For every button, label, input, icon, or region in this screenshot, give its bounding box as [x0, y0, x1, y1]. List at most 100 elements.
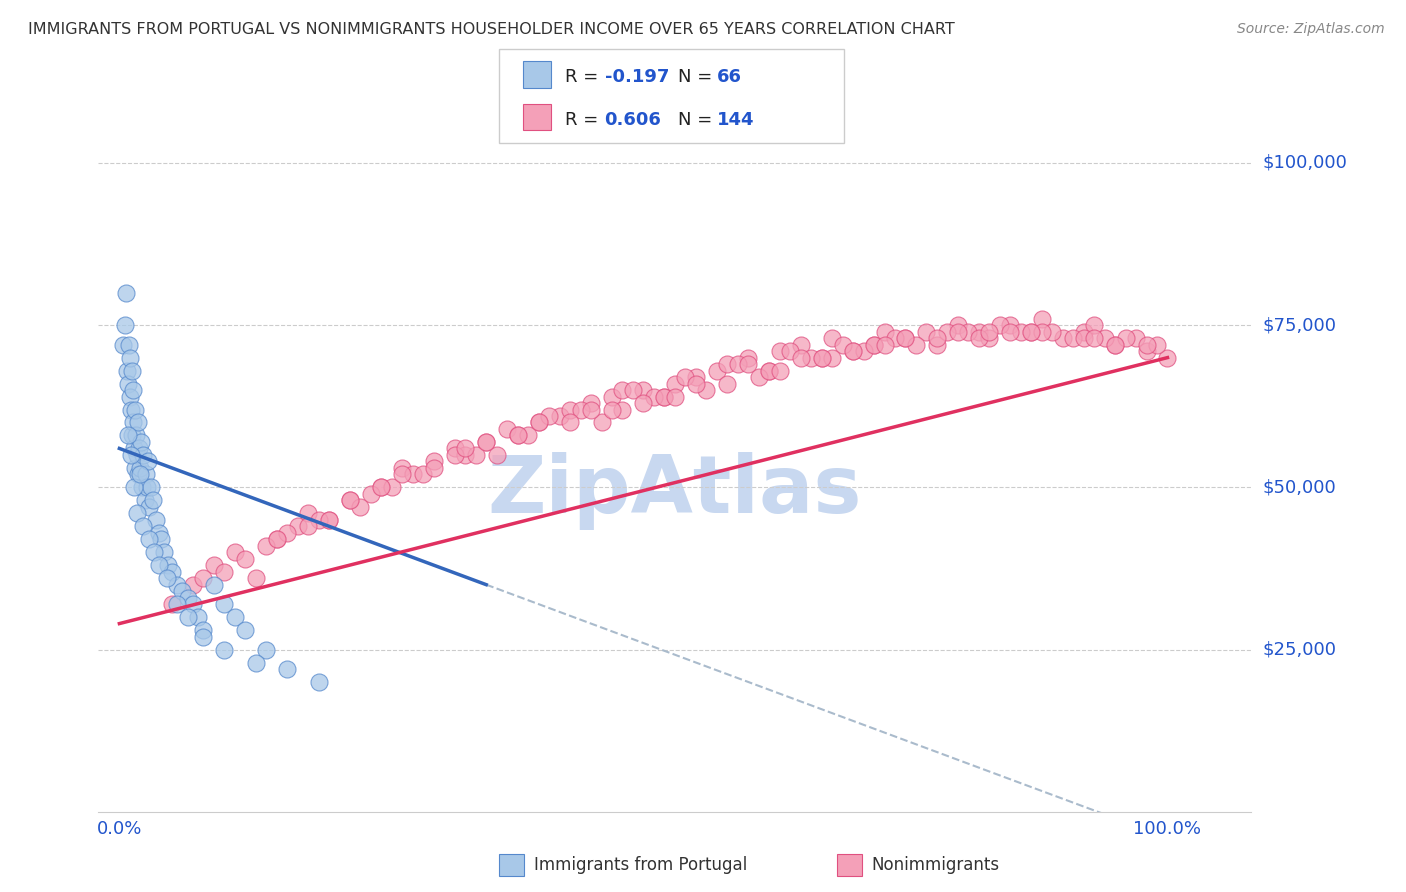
Point: [1083, 331, 1105, 345]
Point: [464, 448, 486, 462]
Point: [160, 597, 183, 611]
Point: [131, 434, 153, 449]
Point: [134, 493, 156, 508]
Point: [527, 416, 550, 430]
Point: [181, 577, 204, 591]
Point: [166, 597, 188, 611]
Point: [591, 416, 613, 430]
Point: [1135, 337, 1157, 351]
Point: [527, 416, 550, 430]
Point: [318, 513, 340, 527]
Point: [118, 351, 141, 365]
Point: [127, 448, 149, 462]
Point: [121, 428, 143, 442]
Point: [224, 610, 246, 624]
Point: [506, 428, 529, 442]
Point: [153, 545, 176, 559]
Point: [114, 318, 136, 333]
Point: [569, 402, 592, 417]
Text: 144: 144: [717, 111, 755, 128]
Point: [111, 337, 134, 351]
Point: [276, 525, 298, 540]
Point: [1104, 337, 1126, 351]
Point: [160, 565, 183, 579]
Point: [166, 577, 188, 591]
Point: [135, 480, 157, 494]
Point: [706, 363, 728, 377]
Point: [758, 363, 780, 377]
Point: [1000, 318, 1022, 333]
Text: N =: N =: [678, 69, 717, 87]
Point: [873, 337, 896, 351]
Point: [1104, 337, 1126, 351]
Point: [769, 344, 792, 359]
Point: [1031, 311, 1053, 326]
Point: [925, 337, 948, 351]
Point: [254, 642, 277, 657]
Point: [266, 533, 288, 547]
Point: [245, 656, 267, 670]
Point: [114, 285, 136, 300]
Point: [308, 513, 330, 527]
Point: [517, 428, 540, 442]
Text: Immigrants from Portugal: Immigrants from Portugal: [534, 856, 748, 874]
Point: [673, 370, 696, 384]
Point: [443, 448, 465, 462]
Point: [821, 331, 844, 345]
Point: [412, 467, 434, 482]
Point: [779, 344, 801, 359]
Point: [233, 551, 256, 566]
Point: [138, 533, 160, 547]
Point: [127, 467, 149, 482]
Point: [1040, 325, 1063, 339]
Text: IMMIGRANTS FROM PORTUGAL VS NONIMMIGRANTS HOUSEHOLDER INCOME OVER 65 YEARS CORRE: IMMIGRANTS FROM PORTUGAL VS NONIMMIGRANT…: [28, 22, 955, 37]
Point: [967, 331, 990, 345]
Point: [125, 428, 148, 442]
Point: [1135, 344, 1157, 359]
Point: [212, 565, 235, 579]
Point: [884, 331, 907, 345]
Point: [664, 390, 686, 404]
Point: [633, 396, 655, 410]
Point: [148, 558, 170, 573]
Point: [143, 545, 166, 559]
Point: [148, 525, 170, 540]
Point: [558, 402, 581, 417]
Point: [737, 351, 759, 365]
Point: [915, 325, 938, 339]
Point: [475, 434, 498, 449]
Point: [339, 493, 361, 508]
Point: [297, 506, 319, 520]
Point: [558, 416, 581, 430]
Point: [979, 331, 1001, 345]
Point: [1073, 331, 1095, 345]
Point: [454, 448, 477, 462]
Point: [1083, 318, 1105, 333]
Point: [381, 480, 404, 494]
Point: [122, 383, 145, 397]
Point: [128, 442, 150, 456]
Point: [245, 571, 267, 585]
Point: [957, 325, 980, 339]
Point: [391, 461, 413, 475]
Point: [176, 610, 198, 624]
Text: R =: R =: [565, 111, 605, 128]
Point: [863, 337, 886, 351]
Point: [132, 448, 155, 462]
Point: [946, 325, 969, 339]
Point: [443, 442, 465, 456]
Point: [1146, 337, 1168, 351]
Point: [894, 331, 917, 345]
Point: [1156, 351, 1178, 365]
Text: $100,000: $100,000: [1263, 154, 1347, 172]
Point: [212, 642, 235, 657]
Point: [946, 318, 969, 333]
Point: [664, 376, 686, 391]
Point: [1115, 331, 1137, 345]
Point: [308, 675, 330, 690]
Point: [142, 493, 165, 508]
Point: [150, 533, 173, 547]
Point: [339, 493, 361, 508]
Point: [138, 500, 160, 514]
Point: [538, 409, 561, 423]
